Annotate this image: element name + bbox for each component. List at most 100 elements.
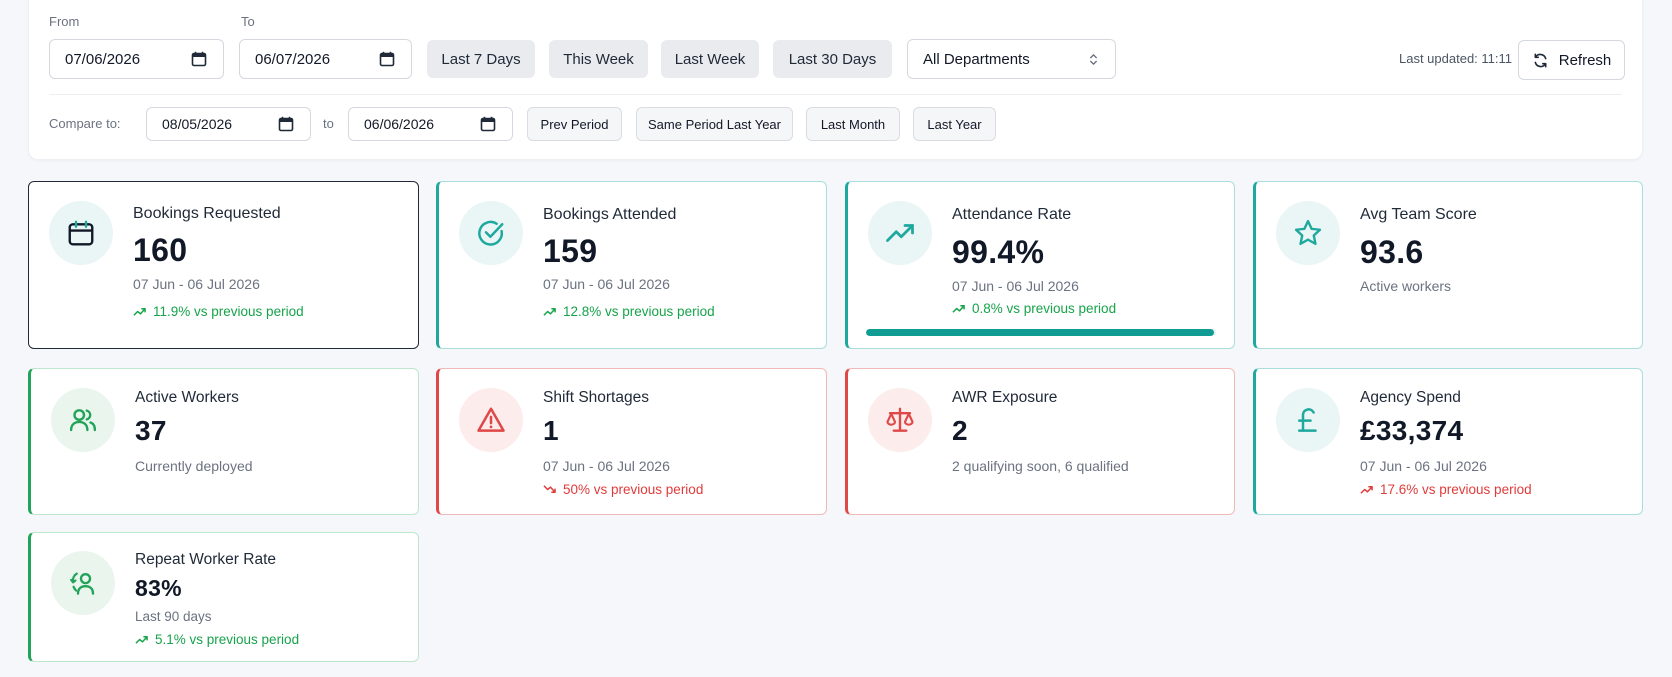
trend-up-icon [133,307,146,316]
compare-from-date-value: 08/05/2026 [162,116,233,132]
kpi-value: 159 [543,233,598,269]
compare-to-date-input[interactable]: 06/06/2026 [348,107,513,141]
kpi-subtitle: Last 90 days [135,609,212,624]
kpi-trend: 11.9% vs previous period [133,304,304,319]
kpi-date-range: 07 Jun - 06 Jul 2026 [952,278,1079,294]
to-date-value: 06/07/2026 [255,50,331,68]
trending-up-icon [886,224,914,242]
kpi-title: Attendance Rate [952,206,1072,223]
kpi-title: Agency Spend [1360,389,1461,406]
kpi-title: Repeat Worker Rate [135,551,276,568]
kpi-value: 83% [135,575,182,601]
calendar-icon [68,220,94,246]
department-select[interactable]: All Departments [907,39,1116,79]
last-updated-text: Last updated: 11:11 [1399,51,1513,66]
trend-up-icon [952,304,965,313]
last-7-days-button[interactable]: Last 7 Days [427,40,535,78]
from-date-value: 07/06/2026 [65,50,141,68]
kpi-trend-text: 11.9% vs previous period [153,304,304,319]
kpi-trend-text: 12.8% vs previous period [563,304,715,319]
kpi-card-awr-exposure[interactable]: AWR Exposure 2 2 qualifying soon, 6 qual… [845,368,1235,515]
check-circle-icon [478,220,504,246]
kpi-icon-container [51,388,115,452]
trend-down-icon [543,485,556,494]
compare-to-date-value: 06/06/2026 [364,116,435,132]
kpi-title: Bookings Requested [133,205,281,222]
kpi-title: Active Workers [135,389,239,406]
this-week-button[interactable]: This Week [549,40,648,78]
kpi-date-range: 07 Jun - 06 Jul 2026 [133,276,260,292]
filter-divider [49,94,1622,95]
calendar-picker-icon[interactable] [480,116,496,132]
calendar-picker-icon[interactable] [191,51,207,67]
calendar-picker-icon[interactable] [379,51,395,67]
last-year-button[interactable]: Last Year [913,107,996,141]
kpi-value: 2 [952,415,968,446]
kpi-date-range: 07 Jun - 06 Jul 2026 [543,276,670,292]
filter-panel: From To 07/06/2026 06/07/2026 Last 7 Day… [28,0,1643,160]
attendance-progress-bar [866,329,1216,336]
kpi-icon-container [49,201,113,265]
kpi-value: £33,374 [1360,415,1464,446]
kpi-trend-text: 17.6% vs previous period [1380,482,1532,497]
kpi-trend-text: 50% vs previous period [563,482,704,497]
kpi-trend: 0.8% vs previous period [952,301,1116,316]
kpi-title: Bookings Attended [543,206,677,223]
kpi-icon-container [1276,388,1340,452]
compare-to-label: Compare to: [49,116,121,131]
kpi-trend: 5.1% vs previous period [135,632,299,647]
chevron-up-down-icon [1088,52,1099,67]
to-label: To [241,14,255,29]
kpi-icon-container [1276,201,1340,265]
kpi-card-agency-spend[interactable]: Agency Spend £33,374 07 Jun - 06 Jul 202… [1253,368,1643,515]
kpi-trend: 50% vs previous period [543,482,703,497]
department-select-value: All Departments [923,50,1030,68]
kpi-card-bookings-requested[interactable]: Bookings Requested 160 07 Jun - 06 Jul 2… [28,181,419,349]
users-icon [69,409,97,432]
kpi-card-repeat-worker-rate[interactable]: Repeat Worker Rate 83% Last 90 days 5.1%… [28,532,419,662]
kpi-date-range: 07 Jun - 06 Jul 2026 [543,458,670,474]
kpi-icon-container [51,551,115,615]
kpi-trend: 12.8% vs previous period [543,304,715,319]
repeat-user-icon [70,572,95,595]
kpi-title: AWR Exposure [952,389,1058,406]
same-period-last-year-button[interactable]: Same Period Last Year [636,107,793,141]
kpi-title: Avg Team Score [1360,206,1477,223]
compare-to-word: to [323,116,334,131]
refresh-button[interactable]: Refresh [1518,40,1625,80]
kpi-title: Shift Shortages [543,389,649,406]
kpi-value: 93.6 [1360,234,1424,270]
kpi-date-range: 07 Jun - 06 Jul 2026 [1360,458,1487,474]
to-date-input[interactable]: 06/07/2026 [239,39,412,79]
from-label: From [49,14,80,29]
kpi-card-avg-team-score[interactable]: Avg Team Score 93.6 Active workers [1253,181,1643,349]
trend-up-icon [543,307,556,316]
kpi-card-shift-shortages[interactable]: Shift Shortages 1 07 Jun - 06 Jul 2026 5… [436,368,827,515]
kpi-subtitle: Currently deployed [135,458,253,474]
last-week-button[interactable]: Last Week [661,40,759,78]
kpi-card-bookings-attended[interactable]: Bookings Attended 159 07 Jun - 06 Jul 20… [436,181,827,349]
pound-icon [1298,408,1317,432]
scale-icon [886,407,914,432]
kpi-subtitle: 2 qualifying soon, 6 qualified [952,458,1129,474]
calendar-picker-icon[interactable] [278,116,294,132]
kpi-card-attendance-rate[interactable]: Attendance Rate 99.4% 07 Jun - 06 Jul 20… [845,181,1235,349]
kpi-value: 160 [133,232,188,268]
kpi-subtitle: Active workers [1360,278,1452,294]
kpi-icon-container [459,388,523,452]
kpi-value: 37 [135,415,167,446]
kpi-icon-container [868,388,932,452]
kpi-trend-text: 0.8% vs previous period [972,301,1117,316]
last-month-button[interactable]: Last Month [806,107,900,141]
last-30-days-button[interactable]: Last 30 Days [773,40,892,78]
refresh-icon [1532,52,1549,69]
kpi-card-active-workers[interactable]: Active Workers 37 Currently deployed [28,368,419,515]
kpi-trend-text: 5.1% vs previous period [155,632,300,647]
compare-from-date-input[interactable]: 08/05/2026 [146,107,311,141]
kpi-icon-container [459,201,523,265]
trend-up-icon [1360,485,1373,494]
warning-icon [477,407,505,432]
from-date-input[interactable]: 07/06/2026 [49,39,224,79]
prev-period-button[interactable]: Prev Period [527,107,622,141]
kpi-trend: 17.6% vs previous period [1360,482,1532,497]
